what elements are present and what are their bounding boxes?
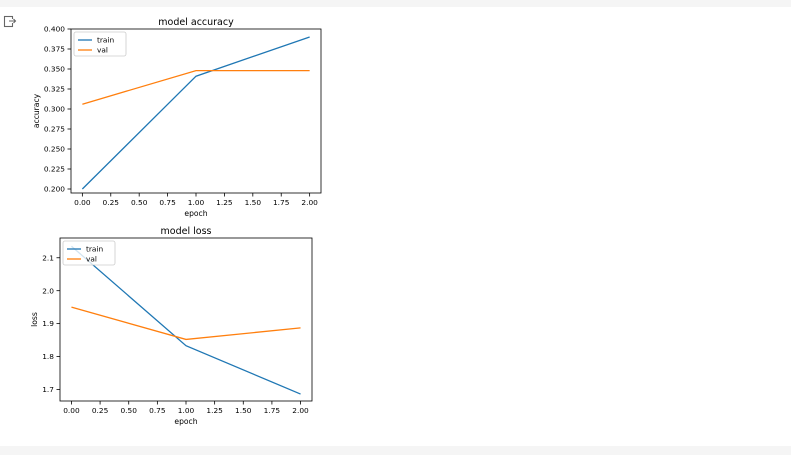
output-redirect-icon[interactable] xyxy=(3,15,17,29)
x-tick-label: 0.00 xyxy=(63,406,80,415)
y-tick-label: 0.325 xyxy=(44,85,65,94)
series-line-train xyxy=(81,36,310,190)
y-tick-label: 0.400 xyxy=(44,25,65,34)
x-axis-label: epoch xyxy=(174,417,197,426)
x-tick-label: 0.25 xyxy=(92,406,109,415)
y-axis-label: accuracy xyxy=(32,93,41,128)
x-tick-label: 0.50 xyxy=(131,198,148,207)
y-tick-label: 0.350 xyxy=(44,65,65,74)
x-tick-label: 2.00 xyxy=(301,198,318,207)
y-tick-label: 0.300 xyxy=(44,105,65,114)
x-tick-label: 1.50 xyxy=(245,198,262,207)
chart-1: model loss 0.00 0.25 0.50 0.75 1.00 1.25 1.50 1.… xyxy=(30,226,313,426)
x-tick-label: 1.00 xyxy=(188,198,205,207)
y-tick-label: 0.200 xyxy=(44,185,65,194)
y-tick-label: 0.375 xyxy=(44,45,65,54)
y-tick-label: 0.275 xyxy=(44,125,65,134)
chart-0: model accuracy 0.00 0.25 0.50 0.75 1.00 1.25 1.… xyxy=(32,17,322,218)
x-tick-label: 1.75 xyxy=(273,198,290,207)
cell-bottom-strip xyxy=(0,446,791,455)
legend-label-train: train xyxy=(86,245,104,254)
x-tick-label: 0.00 xyxy=(74,198,91,207)
y-tick-label: 0.225 xyxy=(44,165,65,174)
x-tick-label: 1.25 xyxy=(206,406,223,415)
cell-top-strip xyxy=(0,0,791,7)
x-tick-label: 2.00 xyxy=(292,406,309,415)
y-tick-label: 1.7 xyxy=(42,385,54,394)
series-line-val xyxy=(82,69,310,105)
chart-title: model accuracy xyxy=(158,17,234,28)
y-tick-label: 1.8 xyxy=(42,352,54,361)
y-tick-label: 0.250 xyxy=(44,145,65,154)
series-line-val xyxy=(71,306,301,341)
x-tick-label: 1.50 xyxy=(235,406,252,415)
x-tick-label: 0.75 xyxy=(149,406,166,415)
y-tick-label: 2.0 xyxy=(42,286,54,295)
y-axis-label: loss xyxy=(30,312,39,327)
x-axis-label: epoch xyxy=(184,209,207,218)
legend-label-val: val xyxy=(97,46,108,55)
x-tick-label: 1.25 xyxy=(216,198,233,207)
x-tick-label: 0.75 xyxy=(159,198,176,207)
legend-label-train: train xyxy=(97,36,115,45)
x-tick-label: 1.00 xyxy=(178,406,195,415)
chart-title: model loss xyxy=(161,226,212,237)
x-tick-label: 1.75 xyxy=(264,406,281,415)
legend-label-val: val xyxy=(86,255,97,264)
series-line-train xyxy=(71,245,301,395)
y-tick-label: 2.1 xyxy=(42,253,54,262)
x-tick-label: 0.25 xyxy=(103,198,120,207)
y-tick-label: 1.9 xyxy=(42,319,54,328)
x-tick-label: 0.50 xyxy=(120,406,137,415)
